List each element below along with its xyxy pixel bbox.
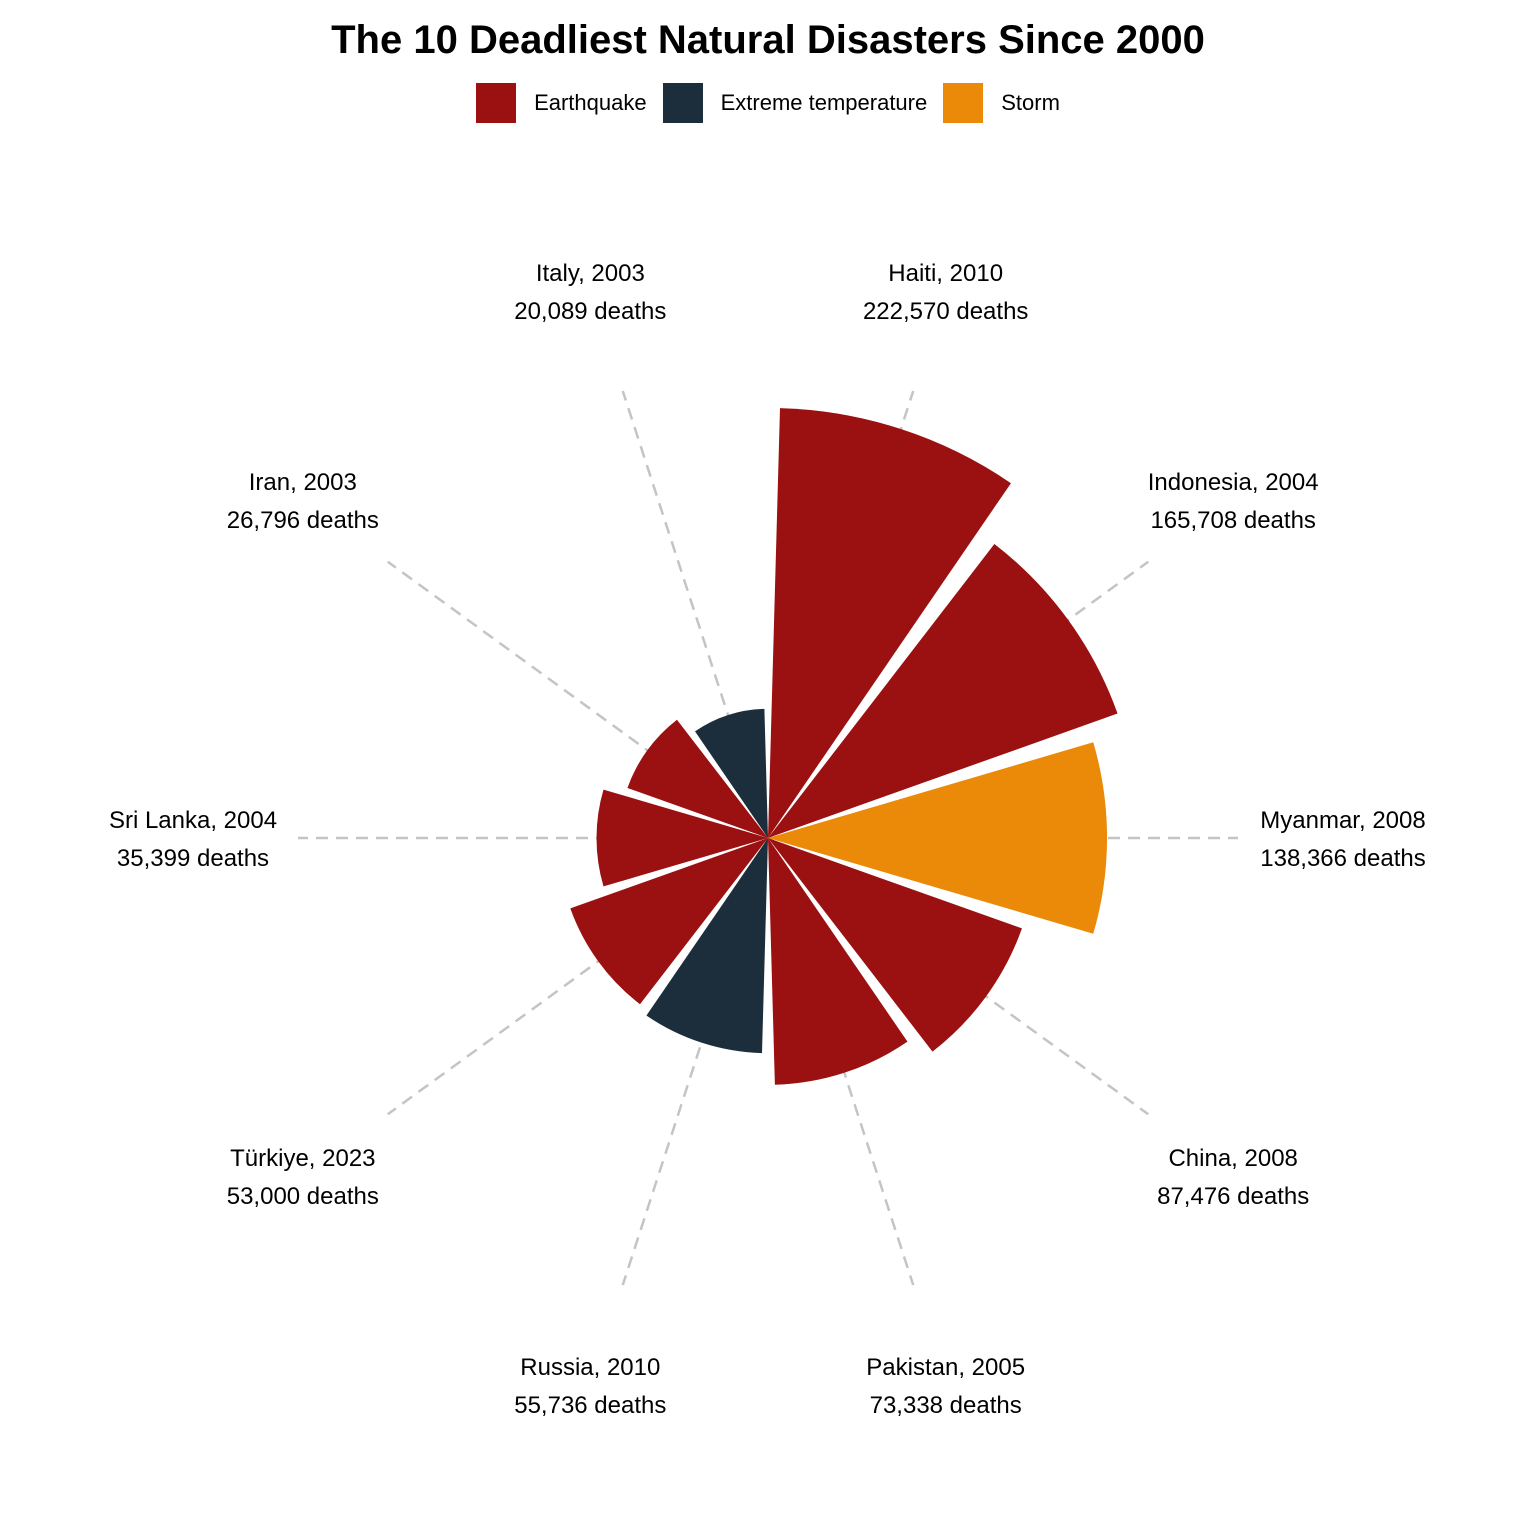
label-place-italy-2003: Italy, 2003: [536, 260, 645, 287]
bar-russia-2010: [646, 838, 768, 1054]
chart-title: The 10 Deadliest Natural Disasters Since…: [331, 18, 1205, 62]
label-layer: Haiti, 2010 222,570 deaths Indonesia, 2004…: [109, 260, 1426, 1419]
bar-myanmar-2008: [768, 742, 1108, 934]
legend-label-storm: Storm: [1001, 90, 1060, 115]
label-place-sri-lanka-2004: Sri Lanka, 2004: [109, 807, 277, 834]
label-deaths-iran-2003: 26,796 deaths: [227, 507, 379, 534]
label-deaths-italy-2003: 20,089 deaths: [514, 298, 666, 325]
label-place-china-2008: China, 2008: [1168, 1145, 1297, 1172]
gridline-iran-2003: [387, 560, 769, 840]
legend-swatch-earthquake: [476, 83, 517, 123]
label-deaths-pakistan-2005: 73,338 deaths: [870, 1392, 1022, 1419]
label-place-russia-2010: Russia, 2010: [520, 1354, 660, 1381]
bar-china-2008: [768, 838, 1022, 1052]
bar-t-rkiye-2023: [570, 838, 768, 1005]
legend: Earthquake Extreme temperature Storm: [0, 82, 1536, 124]
gridline-china-2008: [767, 836, 1149, 1116]
label-place-myanmar-2008: Myanmar, 2008: [1260, 807, 1425, 834]
label-deaths-russia-2010: 55,736 deaths: [514, 1392, 666, 1419]
legend-label-earthquake: Earthquake: [534, 90, 647, 115]
label-place-pakistan-2005: Pakistan, 2005: [866, 1354, 1025, 1381]
label-place-t-rkiye-2023: Türkiye, 2023: [230, 1145, 375, 1172]
gridline-russia-2010: [621, 837, 770, 1286]
legend-swatch-storm: [943, 83, 984, 123]
legend-swatch-extreme-temperature: [662, 83, 703, 123]
gridline-pakistan-2005: [766, 837, 915, 1286]
label-deaths-myanmar-2008: 138,366 deaths: [1260, 845, 1425, 872]
label-deaths-t-rkiye-2023: 53,000 deaths: [227, 1183, 379, 1210]
label-deaths-sri-lanka-2004: 35,399 deaths: [117, 845, 269, 872]
bar-layer: [570, 408, 1118, 1085]
gridline-t-rkiye-2023: [387, 836, 769, 1116]
bar-haiti-2010: [768, 408, 1011, 838]
bar-italy-2003: [695, 708, 768, 838]
legend-item-extreme-temperature: Extreme temperature: [662, 83, 928, 123]
label-deaths-haiti-2010: 222,570 deaths: [863, 298, 1028, 325]
bar-indonesia-2004: [768, 544, 1118, 838]
bar-iran-2003: [627, 719, 768, 838]
legend-label-extreme-temperature: Extreme temperature: [720, 90, 928, 115]
label-deaths-indonesia-2004: 165,708 deaths: [1150, 507, 1315, 534]
legend-item-storm: Storm: [943, 83, 1060, 123]
label-place-indonesia-2004: Indonesia, 2004: [1148, 469, 1319, 496]
legend-item-earthquake: Earthquake: [476, 83, 647, 123]
label-deaths-china-2008: 87,476 deaths: [1157, 1183, 1309, 1210]
gridline-italy-2003: [621, 390, 770, 839]
bar-sri-lanka-2004: [596, 789, 768, 887]
label-place-haiti-2010: Haiti, 2010: [888, 260, 1003, 287]
gridline-indonesia-2004: [767, 560, 1149, 840]
label-place-iran-2003: Iran, 2003: [249, 469, 357, 496]
bar-pakistan-2005: [768, 838, 908, 1085]
